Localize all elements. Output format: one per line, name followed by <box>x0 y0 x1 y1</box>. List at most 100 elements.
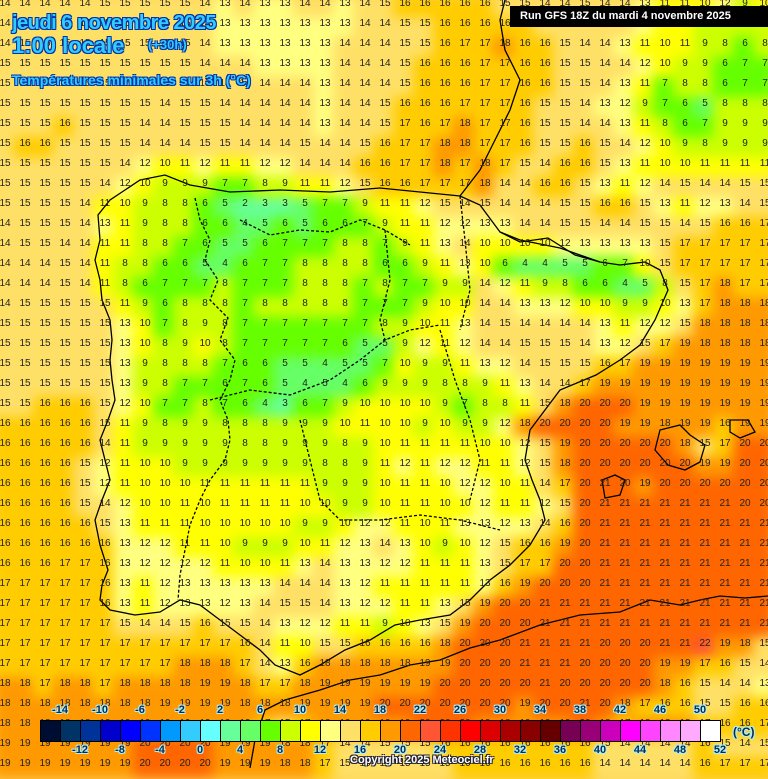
grid-value: 18 <box>559 458 571 469</box>
grid-value: 11 <box>99 198 111 209</box>
grid-value: 19 <box>399 678 411 689</box>
grid-value: 16 <box>439 0 451 9</box>
grid-value: 20 <box>579 458 591 469</box>
grid-value: 12 <box>99 458 111 469</box>
grid-value: 15 <box>359 138 371 149</box>
grid-value: 13 <box>679 298 691 309</box>
grid-value: 9 <box>702 38 708 49</box>
grid-value: 17 <box>119 638 131 649</box>
grid-value: 14 <box>199 18 211 29</box>
grid-value: 11 <box>419 578 431 589</box>
grid-value: 14 <box>539 518 551 529</box>
grid-value: 11 <box>639 78 651 89</box>
grid-value: 6 <box>302 398 308 409</box>
grid-value: 15 <box>299 598 311 609</box>
grid-value: 8 <box>182 218 188 229</box>
grid-value: 9 <box>462 278 468 289</box>
grid-value: 9 <box>142 438 148 449</box>
grid-value: 15 <box>559 38 571 49</box>
grid-value: 15 <box>99 318 111 329</box>
grid-value: 8 <box>562 278 568 289</box>
grid-value: 18 <box>759 338 768 349</box>
grid-value: 6 <box>502 258 508 269</box>
grid-value: 5 <box>222 198 228 209</box>
grid-value: 16 <box>459 0 471 9</box>
grid-value: 18 <box>299 738 311 749</box>
grid-value: 15 <box>19 198 31 209</box>
grid-value: 9 <box>282 178 288 189</box>
grid-value: 15 <box>339 638 351 649</box>
grid-value: 10 <box>199 338 211 349</box>
grid-value: 9 <box>442 398 448 409</box>
grid-value: 16 <box>0 458 11 469</box>
grid-value: 15 <box>599 158 611 169</box>
grid-value: 12 <box>639 318 651 329</box>
grid-value: 14 <box>19 0 31 9</box>
grid-value: 12 <box>319 618 331 629</box>
grid-value: 14 <box>379 18 391 29</box>
grid-value: 20 <box>579 678 591 689</box>
grid-value: 15 <box>19 358 31 369</box>
grid-value: 21 <box>639 498 651 509</box>
grid-value: 17 <box>419 138 431 149</box>
grid-value: 15 <box>0 398 11 409</box>
grid-value: 14 <box>359 738 371 749</box>
grid-value: 12 <box>459 458 471 469</box>
legend-tick: -4 <box>155 744 165 756</box>
grid-value: 17 <box>0 618 11 629</box>
grid-value: 14 <box>339 138 351 149</box>
grid-value: 10 <box>139 398 151 409</box>
grid-value: 14 <box>639 738 651 749</box>
grid-value: 20 <box>579 558 591 569</box>
grid-value: 7 <box>202 378 208 389</box>
grid-value: 10 <box>419 518 431 529</box>
grid-value: 7 <box>162 318 168 329</box>
grid-value: 15 <box>379 98 391 109</box>
grid-value: 18 <box>699 338 711 349</box>
grid-value: 20 <box>539 698 551 709</box>
grid-value: 21 <box>719 578 731 589</box>
grid-value: 17 <box>399 158 411 169</box>
grid-value: 17 <box>279 678 291 689</box>
grid-value: 11 <box>399 518 411 529</box>
grid-value: 13 <box>239 598 251 609</box>
grid-value: 16 <box>499 738 511 749</box>
grid-value: 13 <box>479 518 491 529</box>
grid-value: 15 <box>99 358 111 369</box>
grid-value: 7 <box>362 298 368 309</box>
grid-value: 18 <box>339 658 351 669</box>
grid-value: 7 <box>422 278 428 289</box>
legend-swatch <box>261 721 281 741</box>
grid-value: 14 <box>379 38 391 49</box>
grid-value: 19 <box>739 398 751 409</box>
grid-value: 17 <box>699 298 711 309</box>
grid-value: 15 <box>139 0 151 9</box>
grid-value: 8 <box>442 378 448 389</box>
grid-value: 17 <box>759 218 768 229</box>
grid-value: 10 <box>379 398 391 409</box>
grid-value: 15 <box>119 98 131 109</box>
grid-value: 15 <box>499 318 511 329</box>
grid-value: 17 <box>699 258 711 269</box>
grid-value: 6 <box>242 398 248 409</box>
grid-value: 10 <box>659 138 671 149</box>
grid-value: 19 <box>319 678 331 689</box>
grid-value: 11 <box>399 578 411 589</box>
grid-value: 10 <box>299 498 311 509</box>
grid-value: 17 <box>499 78 511 89</box>
grid-value: 10 <box>539 238 551 249</box>
grid-value: 8 <box>682 78 688 89</box>
grid-value: 19 <box>559 538 571 549</box>
grid-value: 11 <box>439 338 451 349</box>
grid-value: 19 <box>719 378 731 389</box>
grid-value: 15 <box>79 118 91 129</box>
grid-value: 14 <box>739 678 751 689</box>
grid-value: 11 <box>639 158 651 169</box>
grid-value: 18 <box>39 698 51 709</box>
grid-value: 15 <box>139 38 151 49</box>
grid-value: 20 <box>479 638 491 649</box>
grid-value: 14 <box>79 0 91 9</box>
grid-value: 16 <box>519 738 531 749</box>
grid-value: 19 <box>299 698 311 709</box>
grid-value: 21 <box>619 578 631 589</box>
